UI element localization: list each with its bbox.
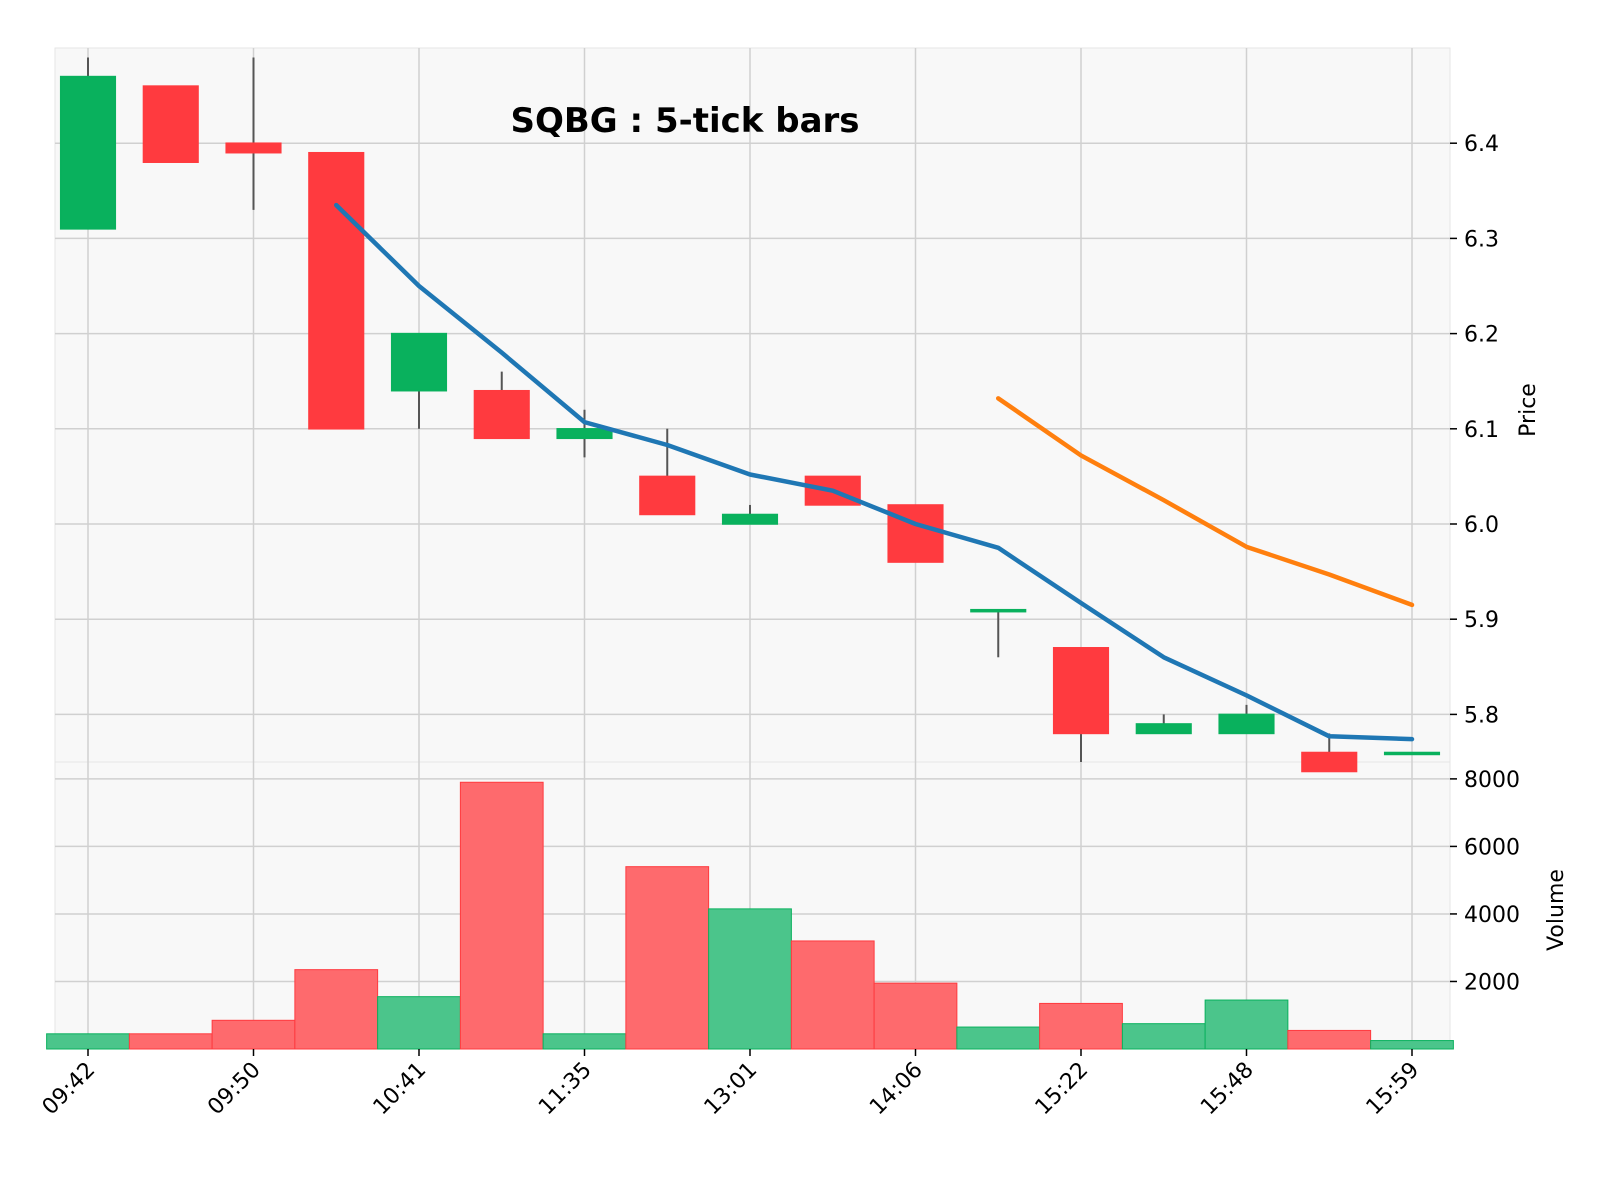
candle-body — [556, 428, 613, 440]
volume-bar — [46, 1033, 130, 1050]
volume-bar — [1370, 1040, 1454, 1050]
x-tick-labels: 09:42 09:50 10:41 11:35 13:01 14:06 15:22 15:48… — [38, 1049, 1425, 1121]
candle — [59, 57, 117, 230]
volume-axis-title: Volume — [1544, 869, 1569, 951]
candle — [556, 409, 613, 458]
volume-tick-label: 4000 — [1464, 903, 1520, 928]
x-tick-label: 09:42 — [38, 1058, 101, 1121]
price-tick-label: 5.8 — [1464, 703, 1499, 728]
candle-body — [1135, 723, 1192, 735]
volume-bar — [128, 1033, 213, 1050]
candle — [1301, 733, 1358, 773]
candle-body — [225, 142, 282, 154]
price-tick-label: 6.0 — [1464, 513, 1499, 538]
candle — [473, 371, 530, 440]
volume-bar — [377, 996, 461, 1050]
x-tick-label: 10:41 — [369, 1058, 432, 1121]
x-tick-label: 13:01 — [700, 1058, 763, 1121]
volume-bar — [1204, 999, 1289, 1050]
price-panel-background — [54, 47, 1451, 763]
volume-tick-label: 8000 — [1464, 768, 1520, 793]
x-tick-label: 09:50 — [203, 1058, 266, 1121]
volume-bar — [294, 969, 379, 1050]
volume-tick-label: 2000 — [1464, 970, 1520, 995]
volume-bars — [46, 781, 1454, 1050]
candle — [721, 504, 779, 525]
candle — [390, 332, 448, 429]
candle — [308, 151, 365, 430]
price-tick-label: 6.4 — [1464, 132, 1499, 157]
candle — [887, 504, 944, 563]
price-tick-label: 6.3 — [1464, 227, 1499, 252]
price-axis-title: Price — [1516, 383, 1541, 437]
volume-bar — [1121, 1023, 1206, 1050]
volume-tick-label: 6000 — [1464, 835, 1520, 860]
x-tick-label: 15:48 — [1196, 1058, 1259, 1121]
moving-average-line — [334, 202, 1415, 742]
candle-body — [390, 332, 448, 392]
moving-average-line — [996, 396, 1415, 608]
candle-body — [473, 389, 530, 440]
candle-body — [639, 475, 696, 516]
price-tick-labels: 5.8 5.9 6.0 6.1 6.2 6.3 6.4 — [1450, 132, 1499, 728]
price-tick-label: 5.9 — [1464, 608, 1499, 633]
candle — [225, 57, 282, 210]
candle-body — [1218, 713, 1275, 735]
candle-body — [1383, 751, 1441, 756]
candle — [1135, 714, 1192, 735]
volume-bar — [708, 908, 792, 1050]
candle-body — [308, 151, 365, 430]
moving-average-lines — [334, 202, 1415, 742]
candle-body — [1052, 647, 1110, 735]
candle — [1383, 751, 1441, 756]
candle — [142, 85, 199, 163]
volume-bar — [873, 982, 958, 1050]
volume-bar — [1287, 1029, 1372, 1050]
x-tick-label: 14:06 — [865, 1058, 928, 1121]
volume-bar — [790, 940, 875, 1050]
candle-body — [721, 513, 779, 525]
price-tick-label: 6.1 — [1464, 418, 1499, 443]
chart-title: SQBG : 5-tick bars — [510, 101, 859, 141]
candle — [639, 428, 696, 516]
candle — [1052, 647, 1110, 762]
x-tick-label: 15:22 — [1031, 1058, 1094, 1121]
price-tick-label: 6.2 — [1464, 323, 1499, 348]
x-tick-label: 15:59 — [1362, 1058, 1425, 1121]
volume-bar — [956, 1026, 1041, 1050]
candle-body — [887, 504, 944, 563]
volume-bar — [211, 1019, 296, 1050]
x-tick-label: 11:35 — [534, 1058, 597, 1121]
candle — [970, 608, 1027, 658]
candle-body — [59, 75, 117, 230]
volume-bar — [542, 1033, 627, 1050]
candle-body — [142, 85, 199, 163]
candle-body — [1301, 751, 1358, 773]
volume-tick-labels: 2000 4000 6000 8000 — [1450, 768, 1520, 995]
candle-body — [970, 608, 1027, 613]
volume-bar — [625, 866, 710, 1050]
volume-bar — [459, 781, 544, 1050]
candle — [1218, 704, 1275, 735]
volume-bar — [1039, 1002, 1123, 1050]
